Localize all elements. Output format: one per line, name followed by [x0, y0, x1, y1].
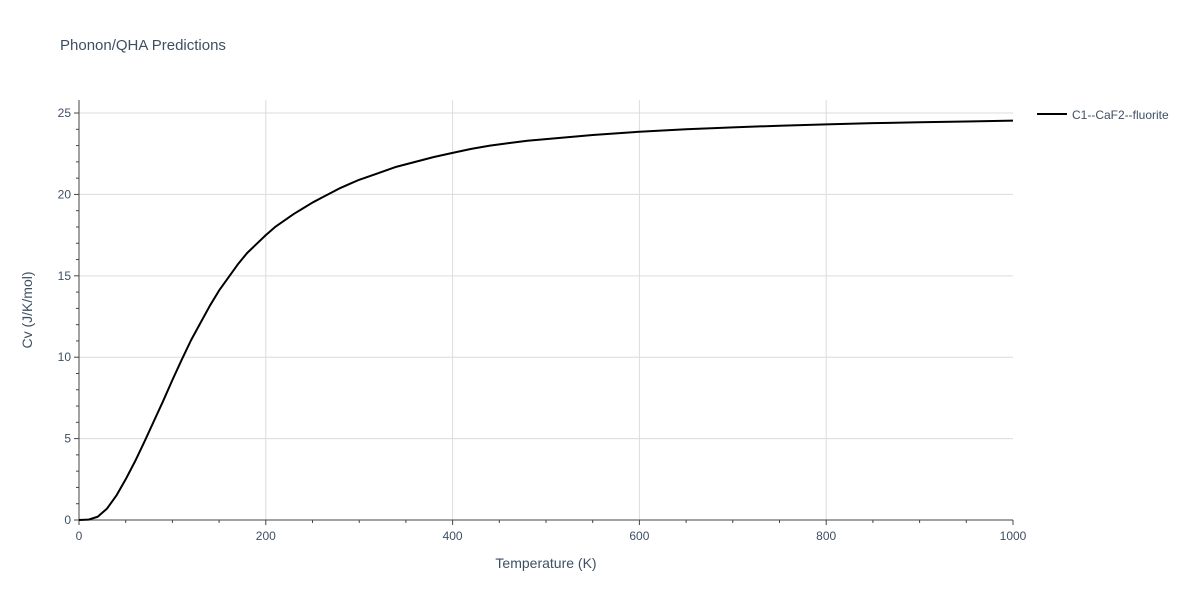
- axes: 0 5 10 15 20 25 0 200 400 600 800 1000: [58, 100, 1027, 543]
- grid: [79, 100, 1013, 520]
- chart-title: Phonon/QHA Predictions: [60, 37, 226, 54]
- y-axis-title: Cv (J/K/mol): [19, 272, 35, 349]
- y-tick-label: 25: [58, 106, 72, 120]
- y-tick-label: 15: [58, 269, 72, 283]
- series-line[interactable]: [78, 119, 1014, 521]
- x-tick-label: 1000: [1000, 529, 1027, 543]
- y-tick-label: 5: [64, 432, 71, 446]
- series-layer: [78, 119, 1014, 521]
- legend-label: C1--CaF2--fluorite: [1072, 108, 1169, 122]
- x-tick-label: 0: [76, 529, 83, 543]
- y-tick-label: 0: [64, 513, 71, 527]
- x-axis-title: Temperature (K): [495, 555, 596, 571]
- x-tick-label: 400: [443, 529, 463, 543]
- legend[interactable]: C1--CaF2--fluorite: [1037, 108, 1169, 122]
- y-tick-label: 10: [58, 350, 72, 364]
- x-tick-label: 800: [816, 529, 836, 543]
- x-tick-label: 200: [256, 529, 276, 543]
- x-tick-label: 600: [629, 529, 649, 543]
- y-tick-label: 20: [58, 187, 72, 201]
